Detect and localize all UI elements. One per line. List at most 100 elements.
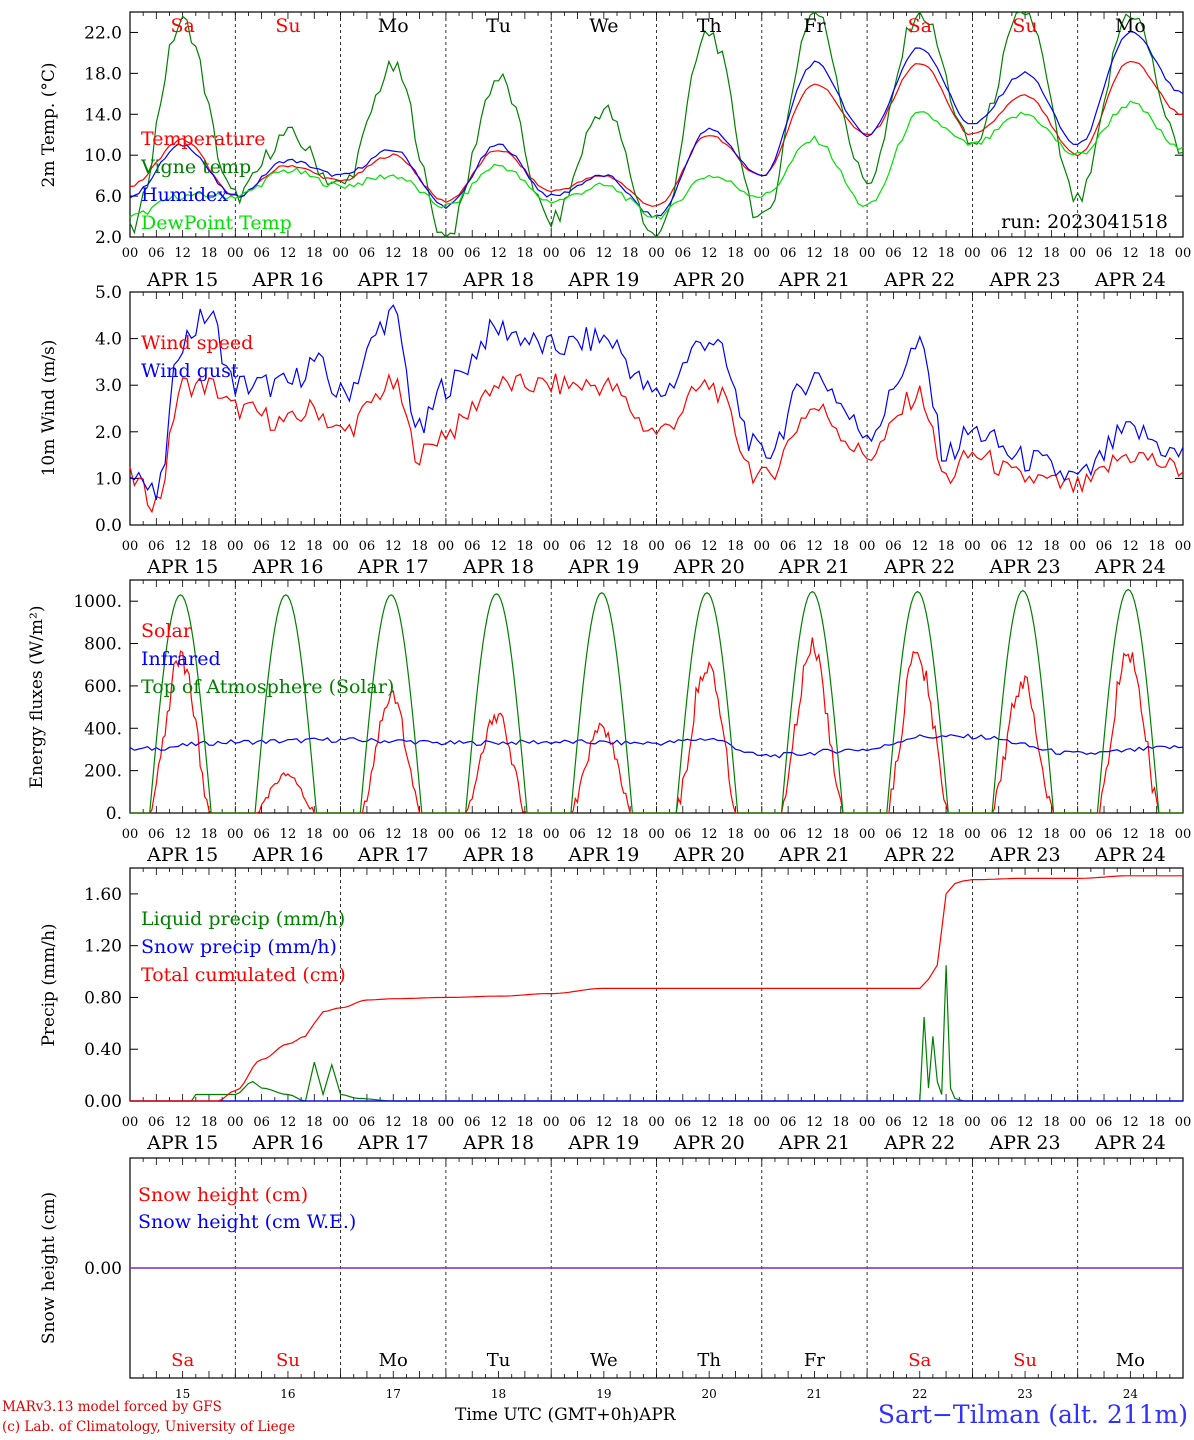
date-label: APR 16 [251,1132,323,1154]
hour-tick-label: 12 [1122,1115,1139,1130]
hour-tick-label: 12 [1122,539,1139,554]
y-tick-label: 1000. [73,592,122,612]
hour-tick-label: 00 [859,246,876,261]
date-label: APR 24 [1094,1132,1166,1154]
hour-tick-label: 12 [911,827,928,842]
hour-tick-label: 18 [517,539,534,554]
hour-tick-label: 18 [1148,1115,1165,1130]
hour-tick-label: 18 [517,246,534,261]
hour-tick-label: 06 [253,246,270,261]
series-wind-gust [129,304,1184,500]
series-vigne-temp [129,10,1184,238]
y-tick-label: 200. [84,762,122,782]
hour-tick-label: 12 [701,1115,718,1130]
hour-tick-label: 00 [1069,1115,1086,1130]
hour-tick-label: 00 [543,827,560,842]
weekday-label: Sa [908,15,932,37]
hour-tick-label: 00 [438,539,455,554]
hour-tick-label: 00 [754,246,771,261]
date-label: APR 21 [778,269,850,291]
hour-tick-label: 00 [122,1115,139,1130]
y-tick-label: 800. [84,635,122,655]
hour-tick-label: 12 [490,1115,507,1130]
hour-tick-label: 18 [938,539,955,554]
date-label: APR 15 [146,556,218,578]
hour-tick-label: 06 [1096,1115,1113,1130]
hour-tick-label: 18 [938,246,955,261]
hour-tick-label: 06 [569,246,586,261]
hour-tick-label: 06 [1096,246,1113,261]
hour-tick-label: 00 [859,827,876,842]
hour-tick-label: 12 [280,827,297,842]
y-axis-title: Precip (mm/h) [39,923,59,1046]
hour-tick-label: 12 [385,539,402,554]
hour-tick-label: 00 [964,246,981,261]
hour-tick-label: 06 [675,539,692,554]
date-label: APR 22 [883,269,955,291]
hour-tick-label: 12 [490,539,507,554]
hour-tick-label: 06 [569,1115,586,1130]
date-label: APR 22 [883,1132,955,1154]
y-tick-label: 14.0 [84,105,122,125]
run-id: run: 2023041518 [1001,211,1168,233]
date-label: APR 23 [989,556,1061,578]
hour-tick-label: 18 [622,246,639,261]
hour-tick-label: 18 [938,827,955,842]
hour-tick-label: 00 [332,246,349,261]
hour-tick-label: 00 [1069,539,1086,554]
hour-tick-label: 00 [859,1115,876,1130]
day-number-label: 23 [1017,1387,1032,1400]
date-label: APR 20 [673,844,745,866]
series-top-of-atmosphere-solar [130,588,1183,814]
y-tick-label: 2.0 [95,423,122,443]
hour-tick-label: 06 [1096,827,1113,842]
hour-tick-label: 18 [1148,827,1165,842]
hour-tick-label: 12 [911,1115,928,1130]
series-temperature [129,60,1184,207]
weekday-label: Mo [1115,15,1146,37]
y-tick-label: 5.0 [95,283,122,303]
hour-tick-label: 18 [306,246,323,261]
hour-tick-label: 18 [411,539,428,554]
hour-tick-label: 00 [1175,539,1192,554]
hour-tick-label: 18 [727,539,744,554]
hour-tick-label: 00 [1175,827,1192,842]
x-axis-month: APR [639,1405,676,1425]
hour-tick-label: 00 [438,827,455,842]
y-tick-label: 10.0 [84,146,122,166]
hour-tick-label: 06 [780,1115,797,1130]
weekday-label: We [589,15,618,37]
hour-tick-label: 00 [754,539,771,554]
date-label: APR 16 [251,556,323,578]
hour-tick-label: 00 [859,539,876,554]
date-label: APR 17 [357,844,429,866]
y-tick-label: 600. [84,677,122,697]
date-label: APR 21 [778,1132,850,1154]
y-tick-label: 1.60 [84,885,122,905]
y-axis-title: Energy fluxes (W/m²) [27,606,47,789]
hour-tick-label: 18 [1148,246,1165,261]
hour-tick-label: 06 [569,539,586,554]
hour-tick-label: 12 [385,1115,402,1130]
series-infrared [129,733,1184,759]
hour-tick-label: 00 [648,246,665,261]
hour-tick-label: 06 [148,539,165,554]
hour-tick-label: 06 [464,1115,481,1130]
date-label: APR 22 [883,844,955,866]
hour-tick-label: 18 [517,1115,534,1130]
hour-tick-label: 12 [490,827,507,842]
date-label: APR 24 [1094,844,1166,866]
hour-tick-label: 18 [833,246,850,261]
hour-tick-label: 06 [359,246,376,261]
hour-tick-label: 00 [332,827,349,842]
hour-tick-label: 06 [780,539,797,554]
hour-tick-label: 06 [675,1115,692,1130]
legend-vigne-temp: Vigne temp [140,156,251,178]
hour-tick-label: 12 [911,539,928,554]
hour-tick-label: 18 [622,827,639,842]
y-tick-label: 22.0 [84,23,122,43]
hour-tick-label: 12 [1122,827,1139,842]
y-tick-label: 0.40 [84,1040,122,1060]
hour-tick-label: 00 [543,246,560,261]
hour-tick-label: 00 [1069,246,1086,261]
